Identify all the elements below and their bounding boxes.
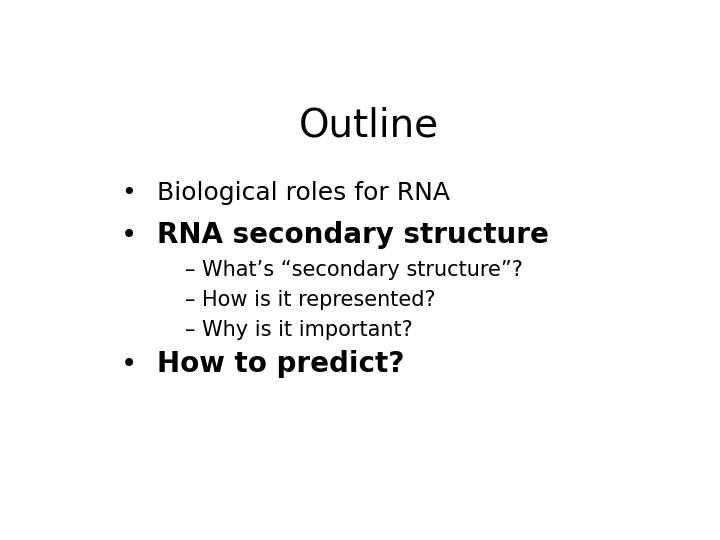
Text: Outline: Outline [299,106,439,144]
Text: RNA secondary structure: RNA secondary structure [157,221,549,249]
Text: – What’s “secondary structure”?: – What’s “secondary structure”? [185,260,523,280]
Text: How to predict?: How to predict? [157,350,405,378]
Text: – How is it represented?: – How is it represented? [185,290,436,310]
Text: •: • [121,350,138,378]
Text: •: • [121,221,138,249]
Text: Biological roles for RNA: Biological roles for RNA [157,181,450,205]
Text: – Why is it important?: – Why is it important? [185,320,413,340]
Text: •: • [122,181,136,205]
